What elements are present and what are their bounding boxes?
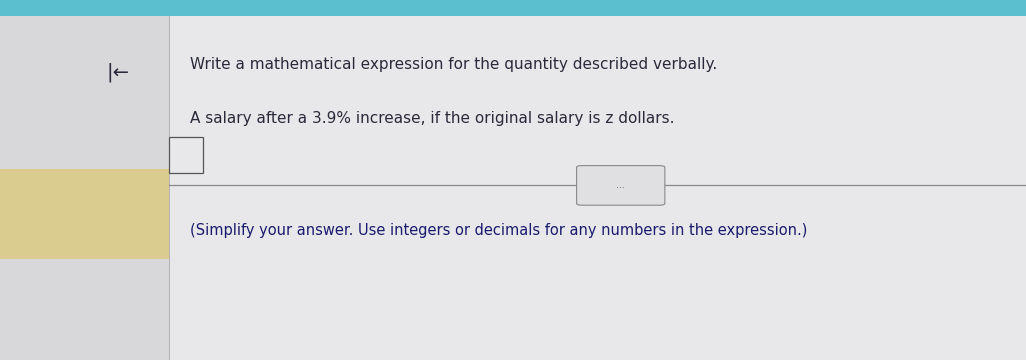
Bar: [0, 0, 1026, 16]
Text: (Simplify your answer. Use integers or decimals for any numbers in the expressio: (Simplify your answer. Use integers or d…: [190, 223, 807, 238]
Text: A salary after a 3.9% increase, if the original salary is z dollars.: A salary after a 3.9% increase, if the o…: [190, 111, 674, 126]
Text: ...: ...: [617, 181, 625, 190]
Text: |←: |←: [107, 62, 129, 82]
Bar: [169, 137, 203, 173]
Bar: [169, 0, 1026, 360]
Bar: [0, 169, 169, 259]
Bar: [0, 0, 169, 360]
Text: Write a mathematical expression for the quantity described verbally.: Write a mathematical expression for the …: [190, 57, 717, 72]
FancyBboxPatch shape: [577, 166, 665, 205]
